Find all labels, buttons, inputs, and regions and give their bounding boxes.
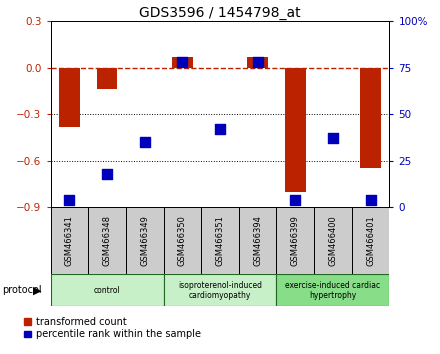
Title: GDS3596 / 1454798_at: GDS3596 / 1454798_at xyxy=(139,6,301,20)
Point xyxy=(292,197,299,202)
Point xyxy=(216,126,224,132)
Text: GSM466401: GSM466401 xyxy=(366,215,375,266)
Text: ▶: ▶ xyxy=(33,286,41,296)
Bar xyxy=(126,207,164,274)
Bar xyxy=(164,207,201,274)
Point xyxy=(254,59,261,65)
Bar xyxy=(360,68,381,169)
Point xyxy=(367,197,374,202)
Bar xyxy=(276,207,314,274)
Point xyxy=(66,197,73,202)
Text: exercise-induced cardiac
hypertrophy: exercise-induced cardiac hypertrophy xyxy=(286,281,381,300)
Bar xyxy=(314,207,352,274)
Bar xyxy=(164,274,276,306)
Text: GSM466350: GSM466350 xyxy=(178,215,187,266)
Text: GSM466400: GSM466400 xyxy=(328,215,337,266)
Bar xyxy=(97,68,117,89)
Bar xyxy=(239,207,276,274)
Bar xyxy=(51,274,164,306)
Point xyxy=(330,136,337,141)
Point xyxy=(179,59,186,65)
Bar xyxy=(247,57,268,68)
Text: control: control xyxy=(94,286,121,295)
Bar xyxy=(201,207,239,274)
Point xyxy=(141,139,148,145)
Text: GSM466351: GSM466351 xyxy=(216,215,224,266)
Text: isoproterenol-induced
cardiomyopathy: isoproterenol-induced cardiomyopathy xyxy=(178,281,262,300)
Bar xyxy=(172,57,193,68)
Bar xyxy=(276,274,389,306)
Bar xyxy=(88,207,126,274)
Bar xyxy=(51,207,88,274)
Text: GSM466349: GSM466349 xyxy=(140,215,149,266)
Text: GSM466394: GSM466394 xyxy=(253,215,262,266)
Legend: transformed count, percentile rank within the sample: transformed count, percentile rank withi… xyxy=(22,315,203,341)
Text: protocol: protocol xyxy=(2,285,42,295)
Bar xyxy=(285,68,306,192)
Text: GSM466399: GSM466399 xyxy=(291,215,300,266)
Bar xyxy=(59,68,80,126)
Point xyxy=(103,171,110,177)
Text: GSM466348: GSM466348 xyxy=(103,215,112,266)
Text: GSM466341: GSM466341 xyxy=(65,215,74,266)
Bar xyxy=(352,207,389,274)
